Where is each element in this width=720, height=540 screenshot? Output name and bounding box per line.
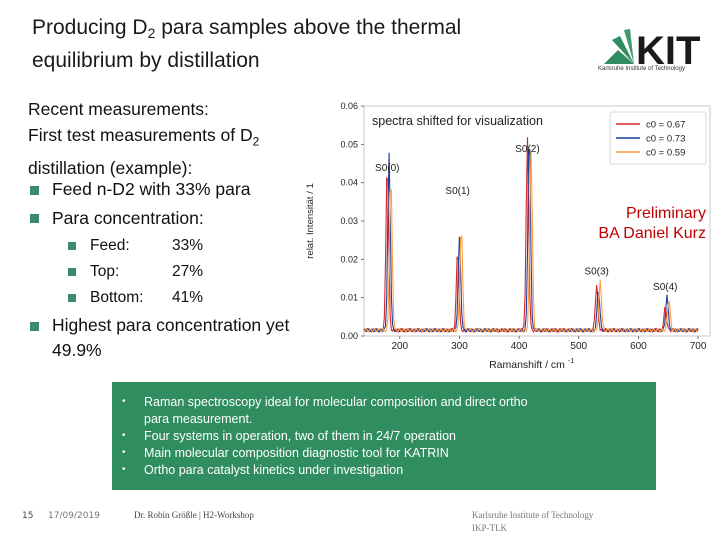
top-label: Top:: [90, 263, 120, 280]
y-tick-label: 0.03: [340, 216, 358, 226]
logo-text: KIT: [636, 29, 700, 73]
peak-label: S0(2): [515, 144, 539, 155]
info-bullet: •: [122, 447, 126, 458]
chart-svg: 0.00 0.01 0.02 0.03 0.04 0.05 0.06 200 300 400 500…: [305, 101, 711, 371]
legend-label: c0 = 0.73: [646, 134, 685, 145]
bullet-highest-para: Highest para concentration yet 49.9%: [52, 313, 289, 363]
peak-label: S0(4): [653, 282, 677, 293]
raman-spectrum-chart: 0.00 0.01 0.02 0.03 0.04 0.05 0.06 200 300 400 500…: [298, 98, 718, 374]
sub-bullet-marker: [68, 294, 76, 302]
bullet-para-concentration: Para concentration:: [52, 208, 204, 228]
info-item-katrin: Main molecular composition diagnostic to…: [144, 446, 449, 460]
info-bullet: •: [122, 396, 126, 407]
first-test-sub: 2: [252, 134, 260, 149]
footer-institute-name: Karlsruhe Institute of Technology: [472, 510, 594, 520]
chart-title: spectra shifted for visualization: [372, 114, 543, 128]
x-tick-label: 400: [511, 341, 528, 352]
title-subscript: 2: [147, 25, 156, 41]
title-line-2: equilibrium by distillation: [32, 49, 260, 72]
bullet-marker: [30, 214, 39, 223]
x-tick-label: 500: [570, 341, 587, 352]
info-bullet: •: [122, 430, 126, 441]
y-tick-label: 0.04: [340, 178, 358, 188]
y-tick-label: 0.05: [340, 139, 358, 149]
title-part-1: Producing D: [32, 16, 148, 39]
footer-date: 17/09/2019: [48, 511, 100, 521]
x-axis-label: Ramanshift / cm: [489, 359, 565, 371]
sub-bullet-marker: [68, 242, 76, 250]
y-tick-label: 0.01: [340, 293, 358, 303]
legend-box: [609, 111, 707, 165]
feed-label: Feed:: [90, 237, 130, 254]
info-item-catalyst: Ortho para catalyst kinetics under inves…: [144, 463, 404, 477]
x-tick-label: 200: [391, 341, 408, 352]
logo-subtitle: Karlsruhe Institute of Technology: [598, 66, 685, 72]
bottom-label: Bottom:: [90, 289, 144, 306]
x-tick-label: 700: [690, 341, 707, 352]
bottom-value: 41%: [172, 289, 204, 306]
recent-measurements-line: Recent measurements:: [28, 99, 209, 119]
y-tick-label: 0.00: [340, 331, 358, 341]
spectrum-line: [363, 151, 699, 333]
footer-institute-dept: IKP-TLK: [472, 523, 507, 533]
y-tick-label: 0.06: [340, 101, 358, 111]
top-value: 27%: [172, 263, 204, 280]
y-tick-label: 0.02: [340, 254, 358, 264]
bullet-feed-composition: Feed n-D2 with 33% para: [52, 179, 251, 199]
preliminary-line-2: BA Daniel Kurz: [598, 225, 706, 242]
highest-para-line: Highest para concentration yet: [52, 315, 290, 335]
slide-title: Producing D2 para samples above the ther…: [32, 14, 461, 75]
info-item-raman-2: para measurement.: [144, 412, 253, 426]
sub-bullet-marker: [68, 268, 76, 276]
preliminary-line-1: Preliminary: [625, 205, 706, 222]
legend-label: c0 = 0.67: [646, 120, 685, 131]
bullet-marker: [30, 186, 39, 195]
peak-label: S0(0): [375, 163, 399, 174]
info-box: • Raman spectroscopy ideal for molecular…: [112, 382, 656, 490]
highest-para-value: 49.9%: [52, 340, 102, 360]
first-test-line: First test measurements of D2: [28, 122, 328, 155]
footer-author: Dr. Robin Größle | H2-Workshop: [134, 510, 254, 520]
distillation-line: distillation (example):: [28, 157, 193, 178]
info-bullet: •: [122, 464, 126, 475]
feed-value: 33%: [172, 237, 204, 254]
footer-institute: Karlsruhe Institute of Technology IKP-TL…: [472, 509, 593, 535]
page-number: 15: [22, 511, 34, 521]
bullet-marker: [30, 322, 39, 331]
peak-label: S0(1): [445, 186, 469, 197]
y-axis-label: relat. Intensität / 1: [305, 183, 316, 259]
left-content: Recent measurements: First test measurem…: [28, 96, 328, 181]
info-item-systems: Four systems in operation, two of them i…: [144, 429, 456, 443]
legend-label: c0 = 0.59: [646, 148, 685, 159]
x-tick-label: 300: [451, 341, 468, 352]
preliminary-note: Preliminary BA Daniel Kurz: [578, 204, 706, 244]
title-part-2: para samples above the thermal: [155, 16, 462, 39]
info-item-raman-1: Raman spectroscopy ideal for molecular c…: [144, 395, 528, 409]
kit-logo: KIT: [598, 20, 708, 76]
first-test-text: First test measurements of D: [28, 125, 253, 145]
peak-label: S0(3): [584, 267, 608, 278]
x-axis-label-superscript: -1: [568, 358, 574, 365]
spectrum-line: [363, 148, 699, 333]
x-tick-label: 600: [630, 341, 647, 352]
